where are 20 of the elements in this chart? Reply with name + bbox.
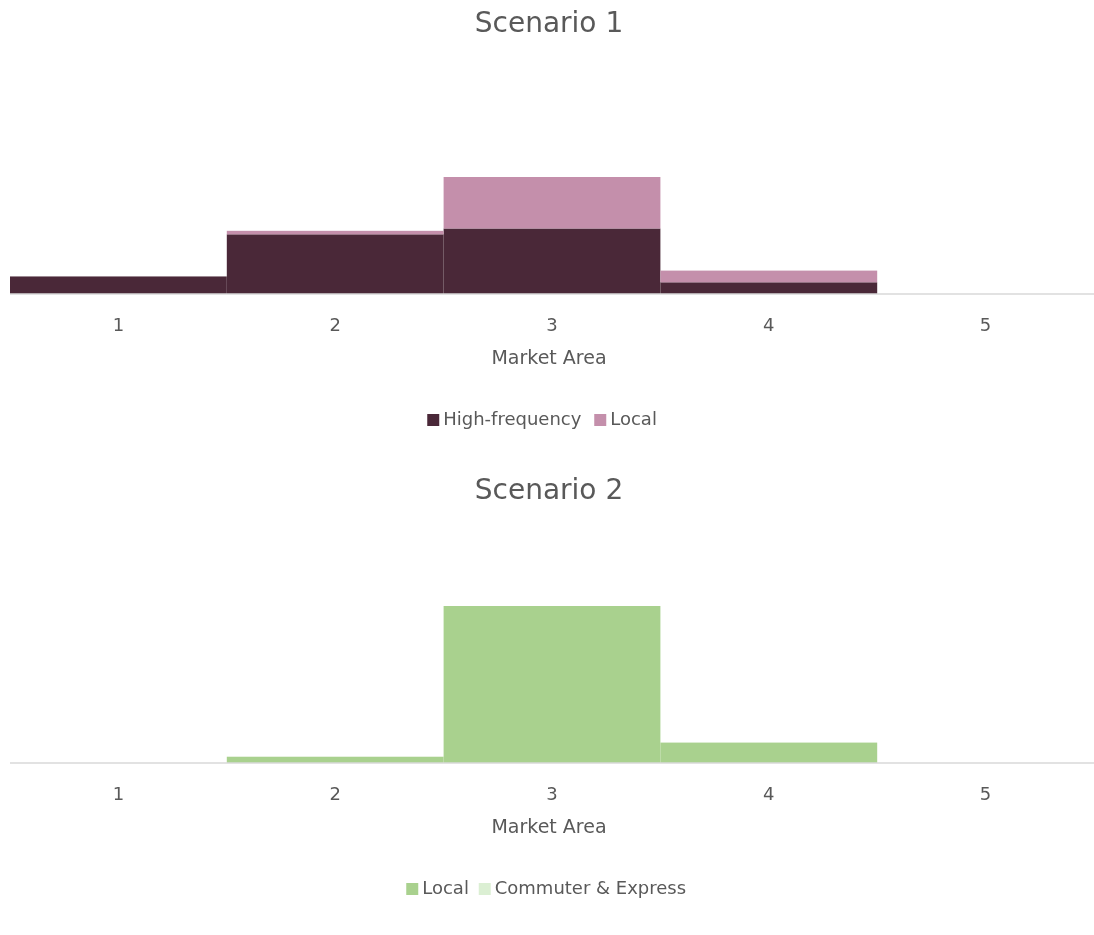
x-tick-label: 5 <box>979 783 992 804</box>
legend-label: High-frequency <box>443 408 582 429</box>
x-tick-label: 4 <box>763 783 775 804</box>
x-tick-label: 3 <box>546 783 558 804</box>
x-tick-label: 3 <box>546 314 558 335</box>
legend-label: Commuter & Express <box>494 877 687 898</box>
x-tick-label: 2 <box>329 314 341 335</box>
x-tick-label: 5 <box>979 314 992 335</box>
x-tick-label: 2 <box>329 783 341 804</box>
x-tick-label: 1 <box>112 314 125 335</box>
legend-label: Local <box>610 408 657 429</box>
legend-label: Local <box>422 877 469 898</box>
x-tick-label: 4 <box>763 314 775 335</box>
chart-title: Scenario 1 <box>474 6 624 39</box>
bar <box>443 177 661 229</box>
bar <box>660 270 878 283</box>
x-axis-title: Market Area <box>491 815 607 837</box>
chart-title: Scenario 2 <box>474 473 624 506</box>
x-axis-title: Market Area <box>491 346 607 368</box>
x-tick-label: 1 <box>112 783 125 804</box>
